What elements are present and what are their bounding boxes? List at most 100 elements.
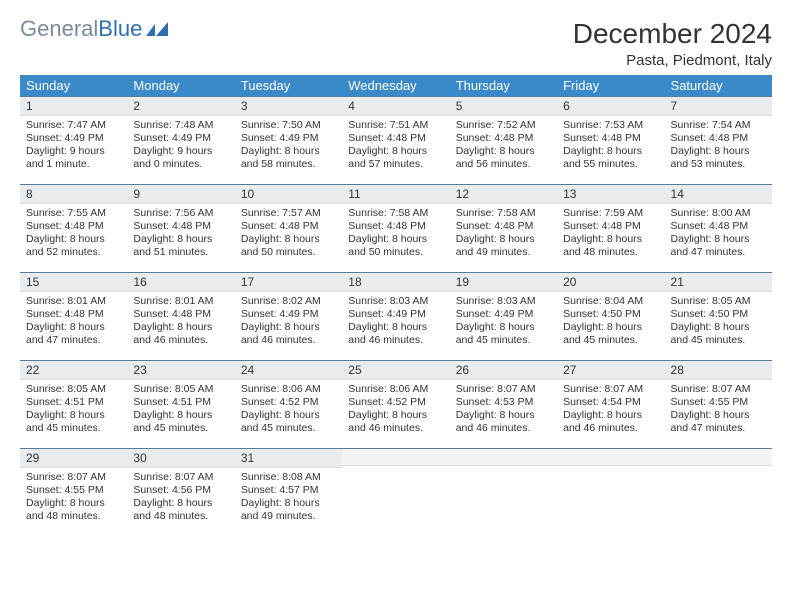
day-content: Sunrise: 8:07 AMSunset: 4:55 PMDaylight:… xyxy=(665,380,772,448)
day-number: 21 xyxy=(665,272,772,292)
day-cell: 5Sunrise: 7:52 AMSunset: 4:48 PMDaylight… xyxy=(450,96,557,184)
weekday-sunday: Sunday xyxy=(20,75,127,96)
weekday-thursday: Thursday xyxy=(450,75,557,96)
day-number: 19 xyxy=(450,272,557,292)
day-content: Sunrise: 7:57 AMSunset: 4:48 PMDaylight:… xyxy=(235,204,342,272)
day-number: 24 xyxy=(235,360,342,380)
day-number: 7 xyxy=(665,96,772,116)
day-content: Sunrise: 8:01 AMSunset: 4:48 PMDaylight:… xyxy=(127,292,234,360)
calendar-table: SundayMondayTuesdayWednesdayThursdayFrid… xyxy=(20,75,772,536)
day-cell: 23Sunrise: 8:05 AMSunset: 4:51 PMDayligh… xyxy=(127,360,234,448)
day-number: 30 xyxy=(127,448,234,468)
day-number: 31 xyxy=(235,448,342,468)
day-content: Sunrise: 7:56 AMSunset: 4:48 PMDaylight:… xyxy=(127,204,234,272)
day-cell: 2Sunrise: 7:48 AMSunset: 4:49 PMDaylight… xyxy=(127,96,234,184)
day-cell: 27Sunrise: 8:07 AMSunset: 4:54 PMDayligh… xyxy=(557,360,664,448)
calendar-page: GeneralBlue December 2024 Pasta, Piedmon… xyxy=(0,0,792,612)
day-content: Sunrise: 8:06 AMSunset: 4:52 PMDaylight:… xyxy=(235,380,342,448)
day-content: Sunrise: 7:51 AMSunset: 4:48 PMDaylight:… xyxy=(342,116,449,184)
day-cell: 19Sunrise: 8:03 AMSunset: 4:49 PMDayligh… xyxy=(450,272,557,360)
day-number: 10 xyxy=(235,184,342,204)
day-content: Sunrise: 7:48 AMSunset: 4:49 PMDaylight:… xyxy=(127,116,234,184)
day-cell: 14Sunrise: 8:00 AMSunset: 4:48 PMDayligh… xyxy=(665,184,772,272)
week-row: 15Sunrise: 8:01 AMSunset: 4:48 PMDayligh… xyxy=(20,272,772,360)
day-cell: 8Sunrise: 7:55 AMSunset: 4:48 PMDaylight… xyxy=(20,184,127,272)
day-number: 18 xyxy=(342,272,449,292)
logo-mark-icon xyxy=(146,22,172,38)
day-cell: 28Sunrise: 8:07 AMSunset: 4:55 PMDayligh… xyxy=(665,360,772,448)
week-row: 22Sunrise: 8:05 AMSunset: 4:51 PMDayligh… xyxy=(20,360,772,448)
day-number: 14 xyxy=(665,184,772,204)
day-empty xyxy=(342,448,449,466)
day-number: 2 xyxy=(127,96,234,116)
calendar-body: 1Sunrise: 7:47 AMSunset: 4:49 PMDaylight… xyxy=(20,96,772,536)
day-content: Sunrise: 8:05 AMSunset: 4:51 PMDaylight:… xyxy=(20,380,127,448)
day-number: 6 xyxy=(557,96,664,116)
day-cell: 11Sunrise: 7:58 AMSunset: 4:48 PMDayligh… xyxy=(342,184,449,272)
day-number: 29 xyxy=(20,448,127,468)
weekday-wednesday: Wednesday xyxy=(342,75,449,96)
week-row: 8Sunrise: 7:55 AMSunset: 4:48 PMDaylight… xyxy=(20,184,772,272)
day-content: Sunrise: 8:03 AMSunset: 4:49 PMDaylight:… xyxy=(450,292,557,360)
brand-part1: General xyxy=(20,18,98,40)
day-number: 23 xyxy=(127,360,234,380)
day-cell: 18Sunrise: 8:03 AMSunset: 4:49 PMDayligh… xyxy=(342,272,449,360)
day-cell: 29Sunrise: 8:07 AMSunset: 4:55 PMDayligh… xyxy=(20,448,127,536)
day-content: Sunrise: 7:50 AMSunset: 4:49 PMDaylight:… xyxy=(235,116,342,184)
day-cell: 12Sunrise: 7:58 AMSunset: 4:48 PMDayligh… xyxy=(450,184,557,272)
day-cell xyxy=(450,448,557,536)
day-cell xyxy=(557,448,664,536)
weekday-monday: Monday xyxy=(127,75,234,96)
day-content: Sunrise: 8:04 AMSunset: 4:50 PMDaylight:… xyxy=(557,292,664,360)
day-cell: 15Sunrise: 8:01 AMSunset: 4:48 PMDayligh… xyxy=(20,272,127,360)
day-number: 13 xyxy=(557,184,664,204)
day-number: 28 xyxy=(665,360,772,380)
weekday-tuesday: Tuesday xyxy=(235,75,342,96)
day-number: 1 xyxy=(20,96,127,116)
day-number: 22 xyxy=(20,360,127,380)
header: GeneralBlue December 2024 xyxy=(20,18,772,50)
day-number: 15 xyxy=(20,272,127,292)
weekday-friday: Friday xyxy=(557,75,664,96)
week-row: 29Sunrise: 8:07 AMSunset: 4:55 PMDayligh… xyxy=(20,448,772,536)
day-content: Sunrise: 8:02 AMSunset: 4:49 PMDaylight:… xyxy=(235,292,342,360)
day-cell: 1Sunrise: 7:47 AMSunset: 4:49 PMDaylight… xyxy=(20,96,127,184)
day-cell: 31Sunrise: 8:08 AMSunset: 4:57 PMDayligh… xyxy=(235,448,342,536)
day-content: Sunrise: 8:06 AMSunset: 4:52 PMDaylight:… xyxy=(342,380,449,448)
brand-part2: Blue xyxy=(98,18,142,40)
day-content: Sunrise: 8:07 AMSunset: 4:53 PMDaylight:… xyxy=(450,380,557,448)
day-content: Sunrise: 8:05 AMSunset: 4:50 PMDaylight:… xyxy=(665,292,772,360)
day-number: 27 xyxy=(557,360,664,380)
weekday-header: SundayMondayTuesdayWednesdayThursdayFrid… xyxy=(20,75,772,96)
day-content: Sunrise: 7:54 AMSunset: 4:48 PMDaylight:… xyxy=(665,116,772,184)
day-cell xyxy=(665,448,772,536)
day-empty xyxy=(450,448,557,466)
day-cell: 4Sunrise: 7:51 AMSunset: 4:48 PMDaylight… xyxy=(342,96,449,184)
day-number: 17 xyxy=(235,272,342,292)
day-cell: 26Sunrise: 8:07 AMSunset: 4:53 PMDayligh… xyxy=(450,360,557,448)
day-empty xyxy=(557,448,664,466)
day-cell: 9Sunrise: 7:56 AMSunset: 4:48 PMDaylight… xyxy=(127,184,234,272)
day-cell: 7Sunrise: 7:54 AMSunset: 4:48 PMDaylight… xyxy=(665,96,772,184)
day-cell: 22Sunrise: 8:05 AMSunset: 4:51 PMDayligh… xyxy=(20,360,127,448)
day-cell: 6Sunrise: 7:53 AMSunset: 4:48 PMDaylight… xyxy=(557,96,664,184)
day-number: 5 xyxy=(450,96,557,116)
weekday-saturday: Saturday xyxy=(665,75,772,96)
day-empty xyxy=(665,448,772,466)
day-content: Sunrise: 7:47 AMSunset: 4:49 PMDaylight:… xyxy=(20,116,127,184)
day-content: Sunrise: 8:05 AMSunset: 4:51 PMDaylight:… xyxy=(127,380,234,448)
location-subtitle: Pasta, Piedmont, Italy xyxy=(20,52,772,69)
page-title: December 2024 xyxy=(573,18,772,50)
brand-logo: GeneralBlue xyxy=(20,18,172,40)
day-cell: 30Sunrise: 8:07 AMSunset: 4:56 PMDayligh… xyxy=(127,448,234,536)
day-content: Sunrise: 8:00 AMSunset: 4:48 PMDaylight:… xyxy=(665,204,772,272)
day-content: Sunrise: 8:03 AMSunset: 4:49 PMDaylight:… xyxy=(342,292,449,360)
day-number: 4 xyxy=(342,96,449,116)
day-content: Sunrise: 7:58 AMSunset: 4:48 PMDaylight:… xyxy=(342,204,449,272)
day-content: Sunrise: 8:08 AMSunset: 4:57 PMDaylight:… xyxy=(235,468,342,536)
day-content: Sunrise: 7:53 AMSunset: 4:48 PMDaylight:… xyxy=(557,116,664,184)
day-content: Sunrise: 8:07 AMSunset: 4:54 PMDaylight:… xyxy=(557,380,664,448)
day-content: Sunrise: 7:59 AMSunset: 4:48 PMDaylight:… xyxy=(557,204,664,272)
day-cell: 21Sunrise: 8:05 AMSunset: 4:50 PMDayligh… xyxy=(665,272,772,360)
day-cell: 20Sunrise: 8:04 AMSunset: 4:50 PMDayligh… xyxy=(557,272,664,360)
